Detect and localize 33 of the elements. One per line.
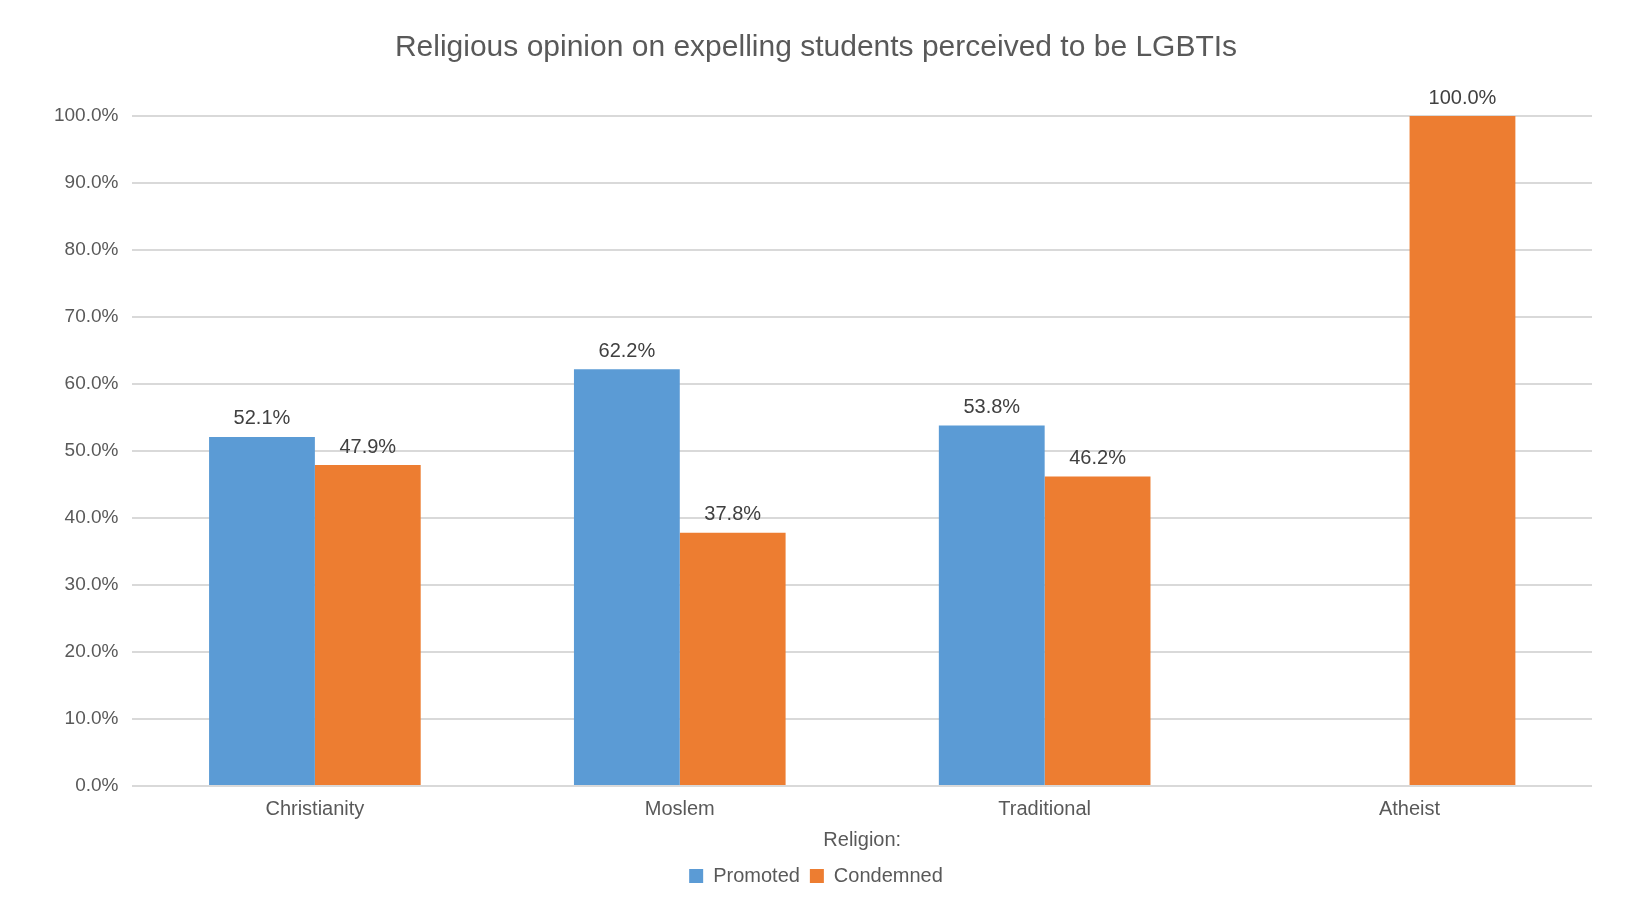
bar (1409, 116, 1516, 785)
data-label: 62.2% (598, 338, 656, 361)
bar (679, 532, 786, 785)
bar (938, 425, 1045, 785)
y-tick-label: 100.0% (53, 104, 119, 126)
x-tick-label: Traditional (998, 796, 1091, 819)
y-tick-label: 90.0% (64, 171, 119, 193)
legend-label: Condemned (833, 863, 943, 886)
data-label: 47.9% (339, 434, 397, 457)
y-tick-label: 50.0% (64, 439, 119, 461)
data-label: 52.1% (233, 406, 291, 429)
data-label: 53.8% (963, 395, 1021, 418)
y-tick-label: 80.0% (64, 238, 119, 260)
y-tick-label: 0.0% (75, 774, 119, 796)
y-tick-label: 10.0% (64, 707, 119, 729)
chart-title: Religious opinion on expelling students perceived to be LGBTIs (394, 29, 1238, 63)
y-tick-label: 40.0% (64, 506, 119, 528)
y-tick-label: 70.0% (64, 305, 119, 327)
bar (209, 436, 315, 785)
y-tick-label: 30.0% (64, 573, 119, 595)
data-label: 37.8% (704, 502, 762, 525)
bar (573, 369, 680, 785)
legend-label: Promoted (713, 863, 800, 886)
bar (314, 465, 421, 785)
data-label: 100.0% (1428, 85, 1497, 108)
x-axis-title: Religion: (823, 827, 902, 850)
x-tick-label: Christianity (265, 796, 365, 819)
y-tick-label: 60.0% (64, 372, 119, 394)
data-label: 46.2% (1069, 445, 1127, 468)
x-tick-label: Moslem (644, 796, 715, 819)
bar (1044, 476, 1151, 785)
y-tick-label: 20.0% (64, 640, 119, 662)
x-tick-label: Atheist (1378, 796, 1441, 819)
